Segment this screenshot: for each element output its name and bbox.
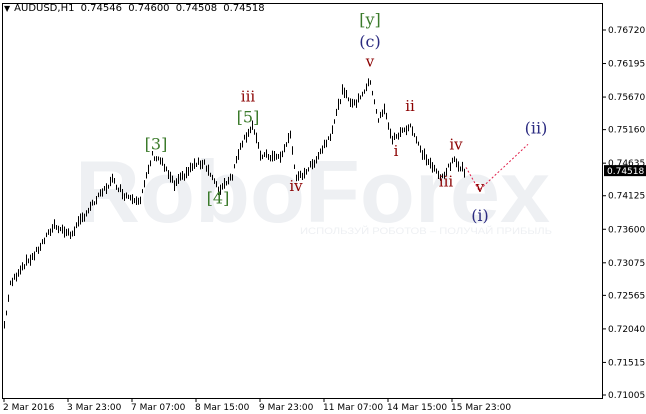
high-value: 0.74600 [128, 3, 170, 14]
y-tick-label: 0.74125 [608, 192, 645, 202]
x-axis: 2 Mar 2016 3 Mar 23:00 7 Mar 07:00 8 Mar 15… [3, 398, 511, 413]
x-tick-label: 7 Mar 07:00 [131, 403, 186, 413]
y-axis: 0.76720 0.76195 0.75670 0.75160 0.74635 0.741… [602, 26, 645, 401]
x-tick-label: 3 Mar 23:00 [67, 403, 122, 413]
wave-label: [y] [359, 10, 381, 29]
y-tick-label: 0.75160 [608, 126, 645, 136]
dropdown-triangle-icon[interactable]: ▼ [4, 4, 11, 13]
wave-label: iii [241, 88, 256, 106]
wave-label: (ii) [525, 118, 548, 137]
wave-label: [5] [237, 108, 260, 127]
low-value: 0.74508 [175, 3, 218, 14]
x-tick-label: 2 Mar 2016 [3, 403, 55, 413]
close-value: 0.74518 [223, 3, 265, 14]
open-value: 0.74546 [80, 3, 122, 14]
wave-label: i [394, 142, 399, 160]
y-tick-label: 0.73075 [608, 259, 645, 269]
wave-label: [3] [145, 134, 168, 153]
x-tick-label: 9 Mar 23:00 [259, 403, 314, 413]
plot-frame [2, 3, 603, 399]
y-tick-label: 0.76720 [608, 26, 645, 36]
y-tick-label: 0.72040 [608, 325, 645, 335]
x-tick-label: 8 Mar 15:00 [195, 403, 250, 413]
wave-label: iii [439, 172, 454, 190]
y-tick-label: 0.75670 [608, 93, 645, 103]
current-price-value: 0.74518 [607, 167, 644, 177]
wave-label: ii [405, 97, 415, 115]
y-tick-label: 0.76195 [608, 60, 645, 70]
y-tick-label: 0.71515 [608, 358, 645, 368]
y-tick-label: 0.73600 [608, 225, 645, 235]
wave-label: iv [289, 177, 303, 195]
symbol-label: AUDUSD,H1 [14, 3, 75, 14]
projection-line [465, 143, 529, 192]
x-tick-label: 15 Mar 23:00 [451, 403, 511, 413]
wave-label: v [475, 178, 485, 196]
current-price-tag: 0.74518 [604, 165, 646, 177]
wave-label: v [365, 52, 375, 70]
x-tick-label: 14 Mar 15:00 [387, 403, 447, 413]
watermark-slogan: ИСПОЛЬЗУЙ РОБОТОВ – ПОЛУЧАЙ ПРИБЫЛЬ [300, 225, 552, 236]
y-tick-label: 0.74635 [608, 159, 645, 169]
wave-label: (c) [359, 32, 380, 51]
price-bars [4, 78, 465, 329]
wave-label: (i) [471, 206, 489, 225]
x-tick-label: 11 Mar 07:00 [323, 403, 383, 413]
projection-dashed-line [465, 143, 529, 192]
chart-header: ▼ AUDUSD,H1 0.74546 0.74600 0.74508 0.745… [4, 3, 268, 14]
wave-label: iv [449, 135, 463, 153]
y-tick-label: 0.72565 [608, 291, 645, 301]
wave-label: [4] [207, 189, 230, 208]
y-tick-label: 0.71005 [608, 391, 645, 401]
